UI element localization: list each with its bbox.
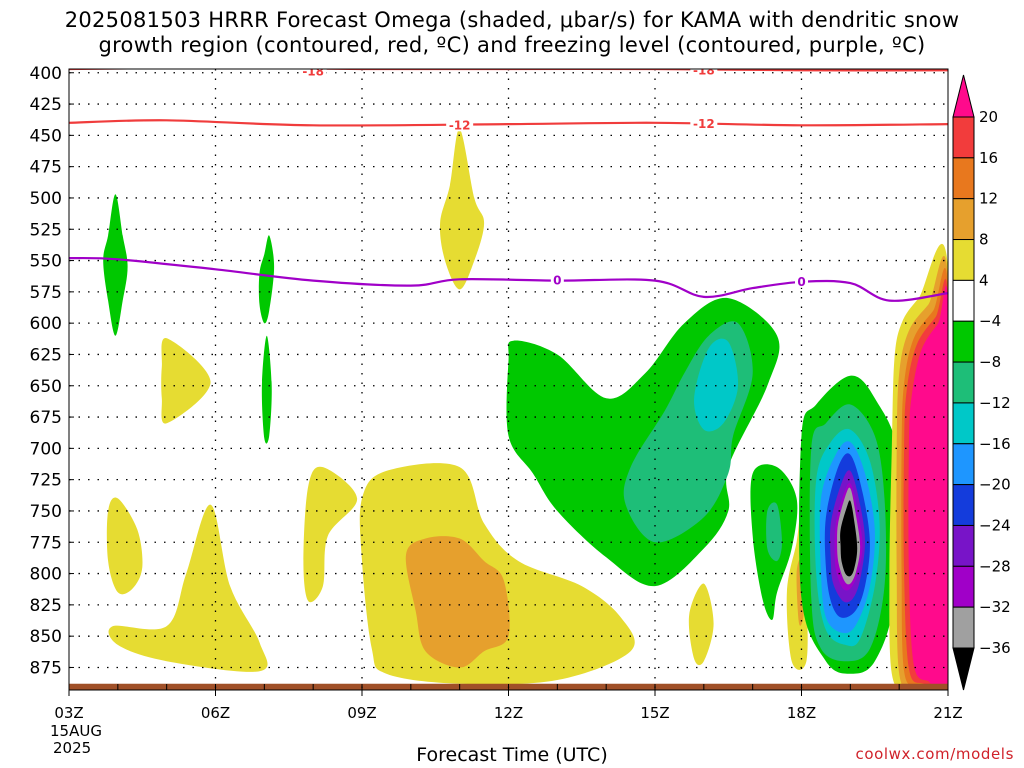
colorbar-tick-label: −28	[979, 557, 1011, 575]
omega-region	[766, 502, 782, 562]
contour-label-bg	[795, 274, 808, 288]
y-axis-ticks: 400 425 450 475 500 525 550 575 600 625 650 675 700 7…	[30, 64, 74, 678]
omega-region	[405, 536, 510, 668]
x-tick-label: 12Z	[494, 704, 523, 722]
date-year-label: 2025	[53, 739, 91, 757]
y-tick-label: 700	[30, 439, 62, 459]
colorbar-tick-label: −16	[979, 435, 1011, 453]
colorbar-tick-label: 12	[979, 190, 998, 208]
x-tick-label: 06Z	[201, 704, 230, 722]
y-tick-label: 825	[30, 596, 62, 616]
contour-label-bg	[690, 69, 718, 77]
x-tick-label: 21Z	[933, 704, 962, 722]
omega-region	[106, 497, 143, 595]
contour-label: -12	[449, 118, 471, 132]
site-credit: coolwx.com/models	[855, 745, 1014, 763]
colorbar-tick-label: −36	[979, 639, 1011, 657]
colorbar-band	[952, 524, 975, 567]
y-tick-label: 400	[30, 64, 62, 84]
x-tick-label: 18Z	[787, 704, 816, 722]
colorbar-band	[952, 484, 975, 526]
y-tick-label: 450	[30, 126, 62, 146]
y-tick-label: 675	[30, 408, 62, 428]
y-tick-label: 625	[30, 345, 62, 365]
colorbar: 20 16 12 8 4 −4 −8 −12 −16 −20 −24 −28 −32 −36	[952, 74, 1011, 691]
y-tick-label: 475	[30, 158, 62, 178]
x-tick-label: 03Z	[54, 704, 83, 722]
y-tick-label: 800	[30, 565, 62, 585]
contour-label-bg	[690, 117, 718, 131]
contour-line	[69, 69, 948, 72]
omega-region	[261, 335, 272, 444]
colorbar-tick-label: −8	[979, 353, 1001, 371]
contour-label: -12	[693, 117, 715, 131]
y-tick-label: 525	[30, 220, 62, 240]
y-tick-label: 750	[30, 502, 62, 522]
colorbar-band	[952, 116, 975, 159]
omega-region	[258, 235, 275, 324]
y-tick-label: 500	[30, 189, 62, 209]
x-tick-label: 15Z	[640, 704, 669, 722]
colorbar-tick-label: 4	[979, 271, 989, 289]
chart-title-line-2: growth region (contoured, red, ºC) and f…	[98, 33, 926, 57]
y-tick-label: 725	[30, 471, 62, 491]
y-tick-label: 775	[30, 533, 62, 553]
omega-region	[908, 285, 948, 690]
contour-label: 0	[797, 275, 805, 289]
omega-region	[108, 504, 268, 672]
y-tick-label: 550	[30, 252, 62, 272]
colorbar-tick-label: 8	[979, 231, 989, 249]
colorbar-bottom-arrow	[952, 647, 975, 691]
colorbar-band	[952, 606, 975, 649]
omega-region	[694, 338, 739, 432]
contour-line	[69, 256, 948, 302]
omega-region	[840, 500, 858, 577]
omega-region	[103, 194, 128, 336]
y-tick-label: 875	[30, 658, 62, 678]
omega-region	[439, 129, 485, 290]
colorbar-tick-label: −4	[979, 312, 1001, 330]
y-tick-label: 600	[30, 314, 62, 334]
contour-label: -18	[302, 65, 324, 79]
colorbar-band	[952, 361, 975, 404]
contour-line	[69, 119, 948, 127]
omega-region	[161, 337, 211, 424]
chart-title-line-1: 2025081503 HRRR Forecast Omega (shaded, …	[64, 8, 960, 32]
colorbar-band	[952, 157, 975, 200]
date-day-label: 15AUG	[50, 722, 102, 740]
temperature-contours: -18 -18 -12 -12 0 0	[69, 63, 948, 302]
contour-label-bg	[446, 118, 474, 132]
colorbar-band	[952, 239, 975, 281]
y-tick-label: 575	[30, 283, 62, 303]
y-tick-label: 425	[30, 95, 62, 115]
y-tick-label: 650	[30, 377, 62, 397]
contour-label-bg	[299, 69, 327, 78]
colorbar-band	[952, 443, 975, 486]
grid-lines	[69, 69, 948, 690]
omega-shading	[103, 129, 948, 690]
y-tick-label: 850	[30, 627, 62, 647]
colorbar-band	[952, 402, 975, 445]
omega-region	[688, 583, 714, 666]
colorbar-tick-label: −32	[979, 598, 1011, 616]
x-tick-label: 09Z	[347, 704, 376, 722]
colorbar-tick-label: 20	[979, 108, 998, 126]
colorbar-band	[952, 198, 975, 241]
colorbar-tick-label: −24	[979, 516, 1011, 534]
colorbar-tick-label: −12	[979, 394, 1011, 412]
colorbar-top-arrow	[952, 74, 975, 118]
colorbar-band	[952, 565, 975, 608]
x-axis-label: Forecast Time (UTC)	[416, 744, 608, 766]
x-axis-ticks: 03Z 06Z 09Z 12Z 15Z 18Z 21Z	[54, 690, 963, 722]
colorbar-band	[952, 279, 975, 322]
colorbar-band	[952, 320, 975, 363]
contour-label: -18	[693, 63, 715, 77]
contour-label-bg	[550, 273, 564, 287]
colorbar-tick-label: −20	[979, 476, 1011, 494]
omega-region	[303, 466, 358, 603]
colorbar-tick-label: 16	[979, 149, 998, 167]
contour-label: 0	[553, 274, 561, 288]
